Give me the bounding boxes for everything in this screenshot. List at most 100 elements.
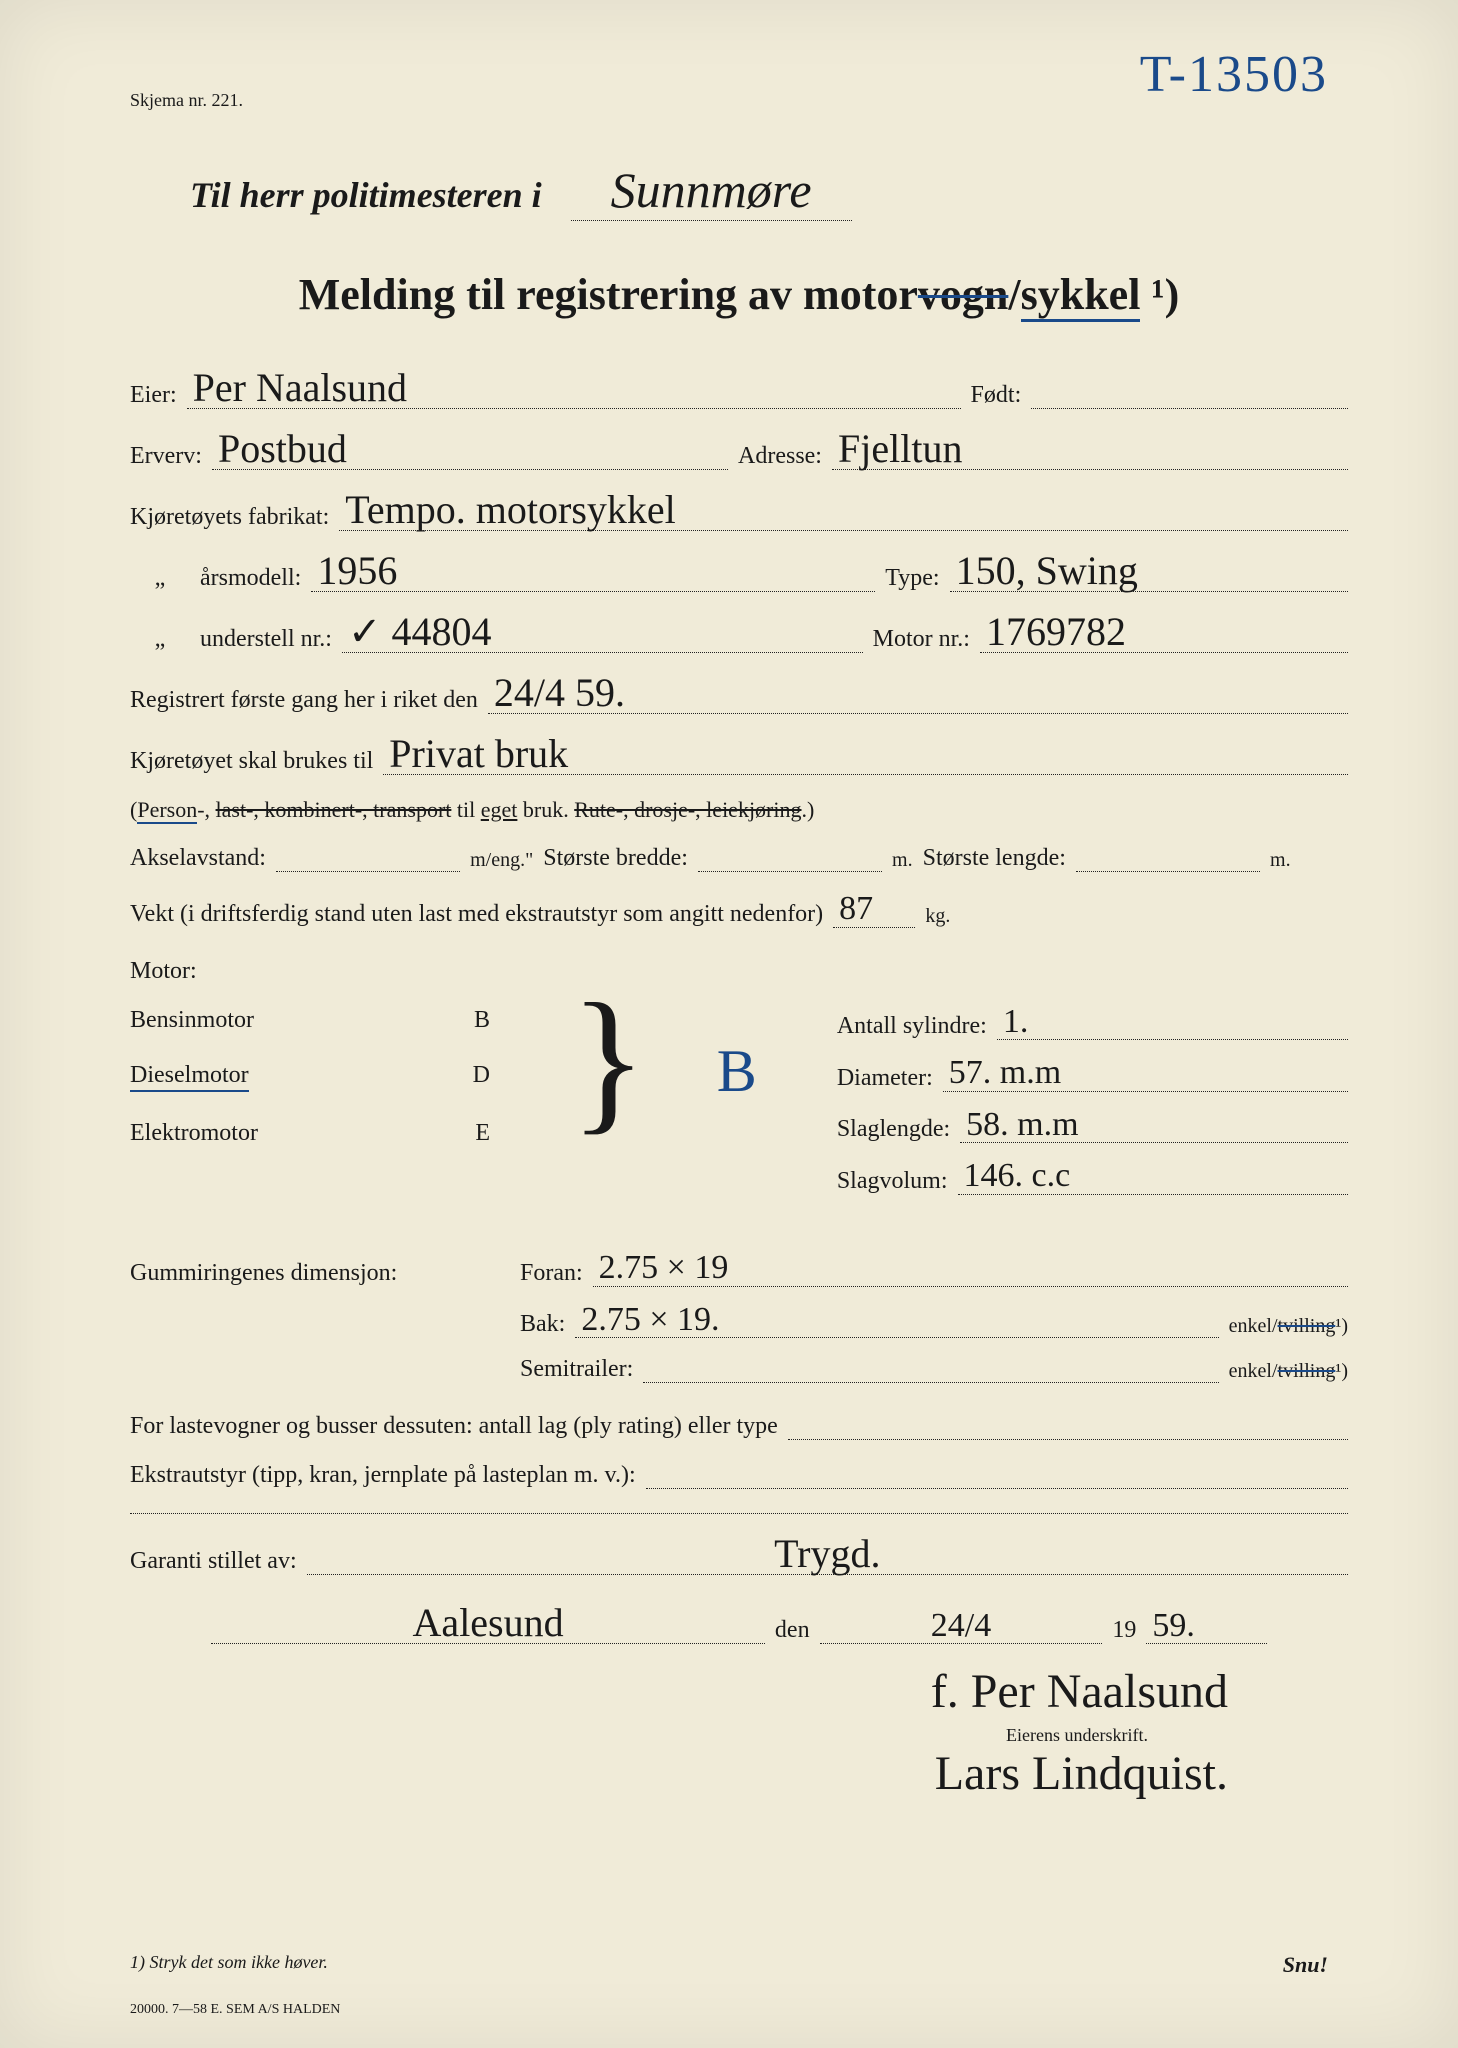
row-erverv: Erverv: Postbud Adresse: Fjelltun (130, 431, 1348, 470)
value-aarsmodell: 1956 (311, 553, 875, 592)
motor-specs: Antall sylindre: 1. Diameter: 57. m.m Slag… (837, 1007, 1348, 1213)
address-value: Sunnmøre (571, 162, 852, 221)
motor-selected: B (717, 1037, 757, 1213)
label-den: den (775, 1617, 810, 1644)
label-ekstra: Ekstrautstyr (tipp, kran, jernplate på l… (130, 1462, 636, 1489)
title-slash: / (1008, 270, 1020, 319)
unit-bredde: m. (892, 849, 913, 872)
value-lastevogn (788, 1437, 1348, 1440)
row-understell: „ understell nr.: ✓ 44804 Motor nr.: 176… (130, 614, 1348, 653)
value-fodt (1031, 406, 1348, 409)
value-erverv: Postbud (212, 431, 728, 470)
address-line: Til herr politimesteren i Sunnmøre (190, 161, 1348, 219)
value-bredde (698, 869, 882, 872)
label-bruk: Kjøretøyet skal brukes til (130, 748, 373, 775)
suffix-semi: enkel/tvilling¹) (1229, 1360, 1348, 1383)
suffix-bak: enkel/tvilling¹) (1229, 1315, 1348, 1338)
label-bak: Bak: (520, 1311, 565, 1338)
value-motornr: 1769782 (980, 614, 1348, 653)
label-motornr: Motor nr.: (873, 626, 970, 653)
label-garanti: Garanti stillet av: (130, 1548, 297, 1575)
value-bruk: Privat bruk (383, 736, 1348, 775)
label-vekt: Vekt (i driftsferdig stand uten last med… (130, 901, 823, 928)
row-aksel: Akselavstand: m/eng." Største bredde: m.… (130, 845, 1348, 872)
row-ekstra: Ekstrautstyr (tipp, kran, jernplate på l… (130, 1462, 1348, 1489)
unit-aksel: m/eng." (470, 849, 533, 872)
title-struck: vogn (918, 270, 1008, 319)
label-bensin: Bensinmotor (130, 1007, 254, 1034)
row-eier: Eier: Per Naalsund Født: (130, 370, 1348, 409)
value-registrert: 24/4 59. (488, 675, 1348, 714)
label-type: Type: (885, 565, 939, 592)
title-footnote: ¹) (1140, 270, 1179, 319)
letter-b: B (474, 1007, 490, 1034)
value-garanti: Trygd. (307, 1536, 1348, 1575)
value-slaglengde: 58. m.m (960, 1110, 1348, 1144)
value-vekt: 87 (833, 894, 915, 928)
print-info: 20000. 7—58 E. SEM A/S HALDEN (130, 2002, 340, 2018)
bruk-note: (Person-, last-, kombinert-, transport t… (130, 797, 1348, 823)
letter-d: D (473, 1062, 490, 1092)
label-fabrikat: Kjøretøyets fabrikat: (130, 504, 329, 531)
value-foran: 2.75 × 19 (593, 1253, 1348, 1287)
date-line: Aalesund den 24/4 1959. (130, 1605, 1348, 1644)
title-text: Melding til registrering av motor (299, 270, 918, 319)
unit-lengde: m. (1270, 849, 1291, 872)
ditto-2: „ (130, 626, 190, 653)
row-lastevogn: For lastevogner og busser dessuten: anta… (130, 1413, 1348, 1440)
label-aksel: Akselavstand: (130, 845, 266, 872)
label-fodt: Født: (971, 382, 1022, 409)
year-prefix: 19 (1112, 1617, 1136, 1644)
value-slagvolum: 146. c.c (958, 1161, 1349, 1195)
label-adresse: Adresse: (738, 443, 822, 470)
value-bak: 2.75 × 19. (575, 1305, 1218, 1339)
row-registrert: Registrert første gang her i riket den 2… (130, 675, 1348, 714)
label-aarsmodell: årsmodell: (200, 565, 301, 592)
motor-table: BensinmotorB DieselmotorD ElektromotorE … (130, 1007, 1348, 1213)
snu-label: Snu! (1283, 1952, 1328, 1978)
value-ekstra (646, 1486, 1348, 1489)
footnote-1: 1) Stryk det som ikke høver. (130, 1952, 328, 1978)
label-sylindre: Antall sylindre: (837, 1013, 987, 1040)
unit-vekt: kg. (925, 905, 950, 928)
row-garanti: Garanti stillet av: Trygd. (130, 1536, 1348, 1575)
label-diesel: Dieselmotor (130, 1062, 249, 1092)
label-lengde: Største lengde: (923, 845, 1066, 872)
value-aksel (276, 869, 460, 872)
value-type: 150, Swing (950, 553, 1348, 592)
motor-type-list: BensinmotorB DieselmotorD ElektromotorE (130, 1007, 490, 1213)
label-foran: Foran: (520, 1260, 583, 1287)
row-motor-hdr: Motor: (130, 958, 1348, 985)
form-title: Melding til registrering av motorvogn/sy… (130, 269, 1348, 320)
registration-number-handwritten: T-13503 (1140, 45, 1328, 104)
value-dato: 24/4 (820, 1611, 1103, 1645)
value-sylindre: 1. (997, 1007, 1348, 1041)
value-understell: ✓ 44804 (342, 614, 863, 653)
brace-icon: } (570, 987, 647, 1213)
label-diameter: Diameter: (837, 1065, 933, 1092)
tire-block: Gummiringenes dimensjon: Foran: 2.75 × 1… (130, 1253, 1348, 1383)
value-lengde (1076, 869, 1260, 872)
label-lastevogn: For lastevogner og busser dessuten: anta… (130, 1413, 778, 1440)
value-ekstra-2 (130, 1511, 1348, 1514)
title-underlined: sykkel (1021, 270, 1141, 322)
signature-label: Eierens underskrift. (130, 1725, 1148, 1746)
signature-2: Lars Lindquist. (935, 1746, 1228, 1801)
address-prefix: Til herr politimesteren i (190, 175, 542, 215)
label-slaglengde: Slaglengde: (837, 1116, 950, 1143)
value-adresse: Fjelltun (832, 431, 1348, 470)
value-eier: Per Naalsund (187, 370, 961, 409)
value-diameter: 57. m.m (943, 1058, 1348, 1092)
signature-1: f. Per Naalsund (931, 1664, 1228, 1719)
form-page: Skjema nr. 221. T-13503 Til herr politim… (0, 0, 1458, 2048)
label-gummi: Gummiringenes dimensjon: (130, 1260, 510, 1287)
footer: 1) Stryk det som ikke høver. Snu! (130, 1952, 1328, 1978)
value-semi (643, 1380, 1218, 1383)
row-fabrikat: Kjøretøyets fabrikat: Tempo. motorsykkel (130, 492, 1348, 531)
label-slagvolum: Slagvolum: (837, 1168, 948, 1195)
label-semi: Semitrailer: (520, 1356, 633, 1383)
year-suffix: 59. (1146, 1611, 1266, 1645)
label-motor: Motor: (130, 958, 197, 985)
row-aarsmodell: „ årsmodell: 1956 Type: 150, Swing (130, 553, 1348, 592)
label-bredde: Største bredde: (543, 845, 688, 872)
